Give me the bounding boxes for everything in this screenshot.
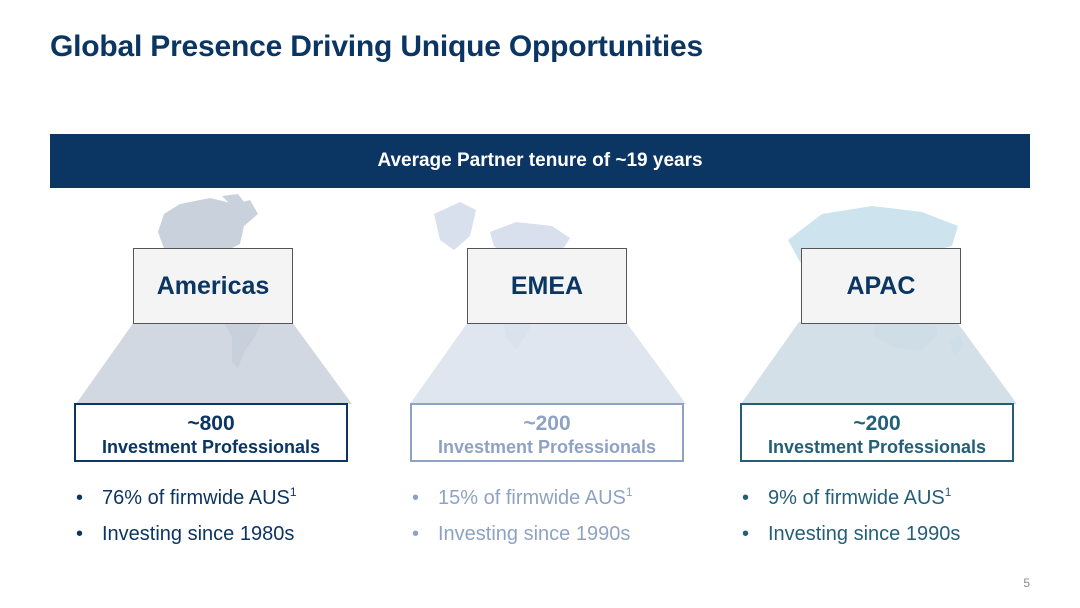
stat-box-emea: ~200 Investment Professionals [410, 403, 684, 462]
stat-count-apac: ~200 [853, 412, 901, 435]
americas-funnel-graphic [76, 322, 352, 404]
list-item: 9% of firmwide AUS1 [740, 484, 960, 520]
list-item: Investing since 1980s [74, 520, 297, 556]
footnote-marker: 1 [625, 485, 633, 499]
tenure-banner-text: Average Partner tenure of ~19 years [377, 150, 703, 171]
bullet-list-americas: 76% of firmwide AUS1 Investing since 198… [74, 484, 297, 556]
bullet-text: Investing since 1990s [438, 523, 631, 545]
stat-count-emea: ~200 [523, 412, 571, 435]
list-item: Investing since 1990s [740, 520, 960, 556]
footnote-marker: 1 [944, 485, 952, 499]
bullet-text: Investing since 1980s [102, 523, 295, 545]
stat-label-apac: Investment Professionals [767, 437, 987, 457]
bullet-list-emea: 15% of firmwide AUS1 Investing since 199… [410, 484, 633, 556]
stat-label-emea: Investment Professionals [437, 437, 657, 457]
list-item: 15% of firmwide AUS1 [410, 484, 633, 520]
region-box-emea: EMEA [467, 248, 627, 324]
bullet-text: 76% of firmwide AUS [102, 487, 290, 509]
region-box-apac: APAC [801, 248, 961, 324]
stat-box-americas: ~800 Investment Professionals [74, 403, 348, 462]
list-item: 76% of firmwide AUS1 [74, 484, 297, 520]
footnote-marker: 1 [289, 485, 297, 499]
list-item: Investing since 1990s [410, 520, 633, 556]
region-name-americas: Americas [156, 271, 270, 300]
emea-funnel-graphic [410, 322, 686, 404]
bullet-text: Investing since 1990s [768, 523, 961, 545]
region-name-emea: EMEA [510, 271, 584, 300]
bullet-text: 15% of firmwide AUS [438, 487, 626, 509]
stat-box-apac: ~200 Investment Professionals [740, 403, 1014, 462]
tenure-banner: Average Partner tenure of ~19 years [50, 134, 1030, 188]
apac-funnel-graphic [741, 322, 1017, 404]
region-name-apac: APAC [846, 271, 916, 300]
stat-label-americas: Investment Professionals [101, 437, 321, 457]
bullet-list-apac: 9% of firmwide AUS1 Investing since 1990… [740, 484, 960, 556]
bullet-text: 9% of firmwide AUS [768, 487, 945, 509]
page-title: Global Presence Driving Unique Opportuni… [50, 30, 703, 63]
stat-count-americas: ~800 [187, 412, 235, 435]
region-box-americas: Americas [133, 248, 293, 324]
page-number: 5 [1023, 576, 1030, 590]
